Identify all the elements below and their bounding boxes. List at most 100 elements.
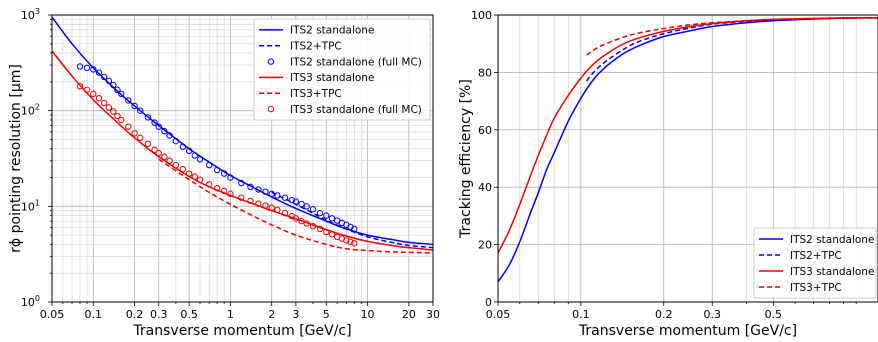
legend-label: ITS3 standalone (790, 266, 874, 278)
data-point (298, 217, 305, 225)
legend: ITS2 standalone ITS2+TPC ITS3 standalone IT… (753, 227, 877, 299)
legend-item: ITS3+TPC (259, 88, 342, 100)
data-point (268, 190, 275, 198)
x-tick-label: 0.2 (655, 308, 673, 321)
data-point (185, 147, 193, 155)
legend-item: ITS2 standalone (759, 234, 874, 246)
y-tick-exponent: 1 (35, 198, 40, 207)
data-point (262, 202, 269, 209)
data-point (238, 194, 245, 201)
data-point (281, 194, 289, 201)
data-point (131, 130, 138, 137)
data-point (343, 237, 350, 244)
x-axis: 0.05 0.1 0.2 0.3 0.5 (486, 302, 857, 321)
data-point (118, 116, 125, 124)
y-tick-label: 80 (478, 66, 492, 79)
legend-marker (267, 105, 275, 113)
y-tick-label: 100 (21, 294, 40, 309)
data-point (166, 157, 173, 164)
data-point (323, 212, 330, 219)
data-point (292, 215, 300, 222)
data-point (247, 197, 254, 205)
y-tick-exponent: 2 (35, 103, 40, 112)
legend-label: ITS2 standalone (790, 234, 874, 246)
data-point (76, 83, 84, 90)
data-point (185, 170, 193, 177)
legend-item: ITS2 standalone (259, 25, 374, 37)
data-point (196, 176, 204, 183)
x-tick-label: 1 (227, 308, 234, 321)
y-tick-exponent: 0 (35, 294, 40, 303)
x-tick-label: 0.1 (85, 308, 103, 321)
data-point (131, 102, 138, 110)
x-tick-label: 0.1 (572, 308, 590, 321)
data-point (105, 104, 113, 111)
y-axis-label: rϕ pointing resolution [μm] (8, 64, 24, 253)
series-line-its2-tpc (271, 191, 433, 249)
x-tick-label: 0.5 (765, 308, 783, 321)
data-point (220, 170, 228, 177)
data-point (323, 228, 330, 236)
y-tick-label: 40 (478, 181, 492, 194)
data-point (303, 220, 310, 227)
y-tick-label: 20 (478, 239, 492, 252)
data-point (100, 73, 108, 81)
legend-label: ITS2+TPC (790, 250, 842, 262)
legend-item: ITS2+TPC (259, 41, 342, 53)
data-point (328, 215, 336, 222)
legend-label: ITS2 standalone (290, 25, 374, 37)
data-point (76, 63, 84, 70)
data-point (114, 112, 121, 120)
data-point (110, 108, 117, 115)
plot-area (498, 17, 878, 283)
data-point (90, 90, 97, 98)
x-tick-label: 0.3 (150, 308, 168, 321)
legend-item: ITS3 standalone (759, 266, 874, 278)
series-line-its3-tpc (586, 17, 878, 56)
data-point (179, 165, 187, 173)
legend-label: ITS3+TPC (790, 282, 842, 294)
series-line-its3-standalone (498, 17, 878, 254)
data-point (161, 128, 168, 135)
data-point (191, 173, 199, 180)
data-point (309, 222, 317, 230)
plot-frame (51, 14, 434, 303)
data-point (110, 81, 117, 89)
y-tick-exponent: 3 (35, 7, 40, 16)
x-axis-label: Transverse momentum [GeV/c] (132, 323, 351, 339)
data-point (227, 174, 234, 181)
data-point (83, 86, 91, 94)
data-point (83, 64, 91, 72)
x-tick-label: 20 (402, 308, 416, 321)
x-tick-label: 2 (268, 308, 275, 321)
legend-label: ITS3 standalone (290, 72, 374, 84)
data-point (351, 225, 358, 233)
x-tick-label: 0.05 (40, 308, 65, 321)
data-point (309, 206, 317, 213)
data-point (316, 209, 324, 217)
data-point (95, 69, 103, 76)
data-point (268, 204, 275, 211)
legend-item: ITS3 standalone (259, 72, 374, 84)
series-its3-standalone-full-mc (76, 83, 358, 247)
data-point (191, 152, 199, 159)
x-tick-label: 0.5 (180, 308, 198, 321)
data-point (213, 184, 221, 192)
data-point (161, 153, 168, 160)
data-point (213, 166, 221, 174)
data-point (151, 119, 158, 126)
y-tick-label: 0 (485, 296, 492, 309)
legend-box (753, 227, 877, 299)
y-tick-label: 60 (478, 124, 492, 137)
legend-label: ITS2+TPC (290, 41, 342, 53)
data-point (155, 149, 162, 157)
legend: ITS2 standalone ITS2+TPC ITS2 standalone (… (253, 18, 431, 121)
data-point (227, 190, 234, 198)
series-line-its2-standalone (52, 16, 433, 246)
data-point (281, 209, 289, 217)
data-point (179, 143, 187, 150)
x-tick-label: 5 (323, 308, 330, 321)
plot-area (52, 16, 433, 254)
